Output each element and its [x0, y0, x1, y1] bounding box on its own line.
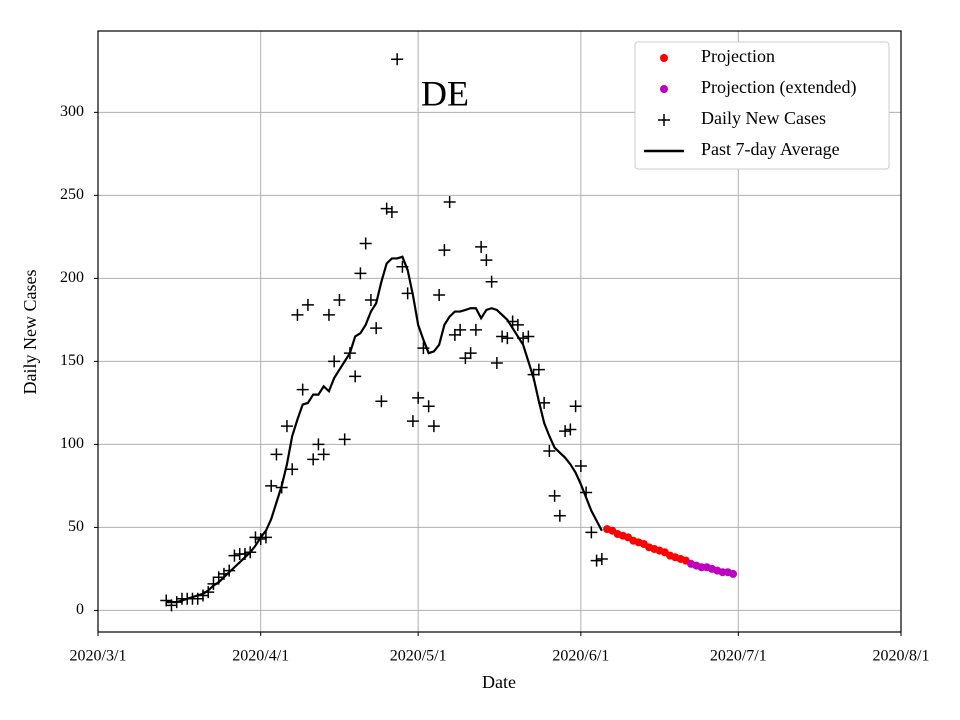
plus-marker — [406, 415, 419, 428]
plus-marker — [522, 330, 535, 343]
y-tick-label: 100 — [60, 435, 84, 452]
plus-marker — [333, 293, 346, 306]
x-tick-label: 2020/7/1 — [710, 648, 767, 665]
plus-marker — [553, 509, 566, 522]
plus-marker — [322, 308, 335, 321]
y-tick-label: 200 — [60, 269, 84, 286]
legend-label: Projection (extended) — [701, 77, 856, 98]
legend-label: Projection — [701, 46, 775, 66]
legend-label: Daily New Cases — [701, 108, 826, 128]
x-tick-label: 2020/3/1 — [70, 648, 127, 665]
point — [729, 569, 738, 578]
plus-marker — [543, 445, 556, 458]
plus-marker — [574, 459, 587, 472]
plus-marker — [291, 308, 304, 321]
plot-frame — [97, 30, 902, 633]
plus-marker — [385, 205, 398, 218]
y-tick-label: 300 — [60, 103, 84, 120]
plus-marker — [286, 463, 299, 476]
plus-marker — [485, 275, 498, 288]
legend-marker — [660, 85, 668, 93]
plus-marker — [532, 363, 545, 376]
legend-label: Past 7-day Average — [701, 139, 840, 159]
plus-marker — [501, 332, 514, 345]
legend-marker — [658, 114, 670, 126]
plus-marker — [312, 438, 325, 451]
legend-box — [634, 41, 890, 170]
plus-marker — [585, 526, 598, 539]
x-tick-label: 2020/8/1 — [873, 648, 930, 665]
plus-marker — [338, 433, 351, 446]
plus-marker — [448, 328, 461, 341]
plus-marker — [559, 425, 572, 438]
plus-marker — [317, 448, 330, 461]
plus-marker — [496, 330, 509, 343]
plus-marker — [270, 448, 283, 461]
plus-marker — [328, 355, 341, 368]
chart-title: DE — [421, 73, 469, 113]
plus-marker — [265, 479, 278, 492]
average-line — [166, 255, 603, 604]
y-axis-label: Daily New Cases — [20, 270, 40, 395]
plus-marker — [160, 594, 173, 607]
plus-marker — [569, 400, 582, 413]
plus-marker — [349, 370, 362, 383]
plus-marker — [375, 395, 388, 408]
y-tick-label: 50 — [68, 518, 84, 535]
legend-marker — [660, 54, 668, 62]
plus-marker — [511, 318, 524, 331]
x-tick-label: 2020/5/1 — [390, 648, 447, 665]
plus-marker — [469, 323, 482, 336]
plus-marker — [459, 352, 472, 365]
plus-marker — [223, 564, 236, 577]
plus-marker — [296, 383, 309, 396]
y-tick-label: 0 — [76, 601, 84, 618]
plus-marker — [412, 391, 425, 404]
x-tick-label: 2020/4/1 — [232, 648, 289, 665]
plus-marker — [443, 196, 456, 209]
plus-marker — [564, 423, 577, 436]
x-tick-label: 2020/6/1 — [552, 648, 609, 665]
plus-marker — [464, 347, 477, 360]
plus-marker — [391, 53, 404, 66]
plus-marker — [354, 267, 367, 280]
plus-marker — [433, 288, 446, 301]
plus-marker — [438, 244, 451, 257]
plus-marker — [475, 240, 488, 253]
plus-marker — [370, 322, 383, 335]
plus-marker — [280, 420, 293, 433]
y-tick-label: 250 — [60, 186, 84, 203]
plus-marker — [307, 453, 320, 466]
plus-marker — [359, 237, 372, 250]
plus-marker — [548, 489, 561, 502]
plus-marker — [490, 357, 503, 370]
plus-marker — [364, 293, 377, 306]
plus-marker — [590, 554, 603, 567]
plus-marker — [480, 254, 493, 267]
plus-marker — [454, 323, 467, 336]
plus-marker — [422, 400, 435, 413]
y-tick-label: 150 — [60, 352, 84, 369]
plus-marker — [595, 552, 608, 565]
plus-marker — [301, 298, 314, 311]
plus-marker — [427, 420, 440, 433]
x-axis-label: Date — [482, 672, 516, 692]
plus-marker — [228, 549, 241, 562]
